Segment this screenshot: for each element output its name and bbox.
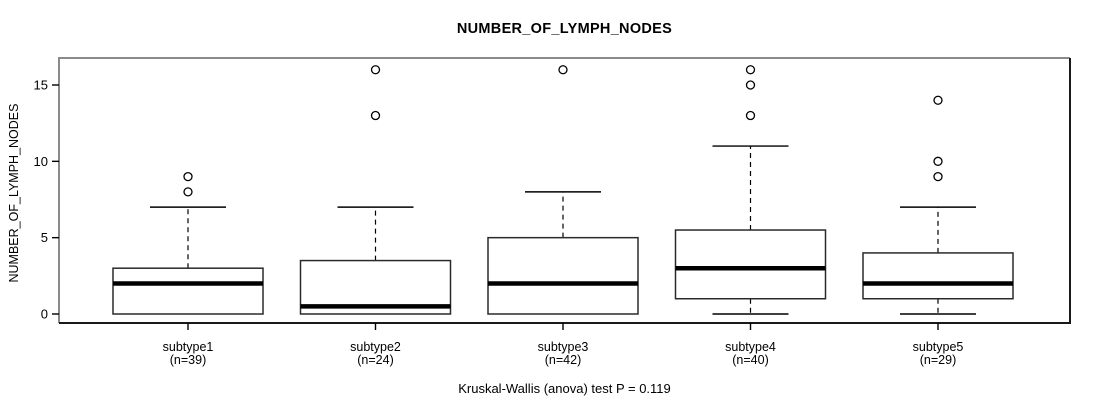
- y-axis-tick-label: 10: [34, 154, 48, 169]
- y-axis-tick-label: 15: [34, 77, 48, 92]
- iqr-box-subtype1: [112, 267, 264, 315]
- x-axis-label-subtype3: subtype3: [538, 340, 589, 354]
- x-axis-label-subtype2: subtype2: [350, 340, 401, 354]
- outlier-point-subtype5: [933, 95, 943, 105]
- plot-frame-topleft: [58, 57, 1070, 323]
- x-axis-n-label-subtype2: (n=24): [357, 353, 393, 367]
- y-axis-tick-label: 0: [41, 307, 48, 322]
- outlier-point-subtype2: [370, 65, 381, 75]
- outlier-point-subtype3: [558, 65, 568, 75]
- chart-title: NUMBER_OF_LYMPH_NODES: [456, 21, 673, 37]
- iqr-box-subtype5: [862, 252, 1014, 300]
- outlier-point-subtype4: [745, 110, 756, 121]
- x-axis-n-label-subtype1: (n=39): [170, 353, 206, 367]
- x-axis-label-subtype4: subtype4: [725, 340, 776, 354]
- outlier-point-subtype1: [183, 187, 193, 197]
- outlier-point-subtype4: [745, 80, 756, 90]
- outlier-point-subtype5: [933, 156, 943, 166]
- outlier-point-subtype2: [370, 110, 381, 121]
- caption-kruskal-wallis-test: Kruskal-Wallis (anova) test P = 0.119: [458, 381, 671, 396]
- x-axis-n-label-subtype3: (n=42): [545, 353, 581, 367]
- x-axis-label-subtype5: subtype5: [913, 340, 964, 354]
- plot-frame-bottomright: [59, 58, 1071, 324]
- iqr-box-subtype4: [674, 229, 827, 300]
- x-axis-label-subtype1: subtype1: [163, 340, 214, 354]
- iqr-box-subtype3: [487, 236, 639, 315]
- y-axis-tick-label: 5: [41, 230, 48, 245]
- x-axis-n-label-subtype5: (n=29): [920, 353, 956, 367]
- outlier-point-subtype5: [933, 171, 943, 182]
- x-axis-n-label-subtype4: (n=40): [732, 353, 768, 367]
- outlier-point-subtype1: [183, 171, 193, 182]
- outlier-point-subtype4: [745, 65, 756, 75]
